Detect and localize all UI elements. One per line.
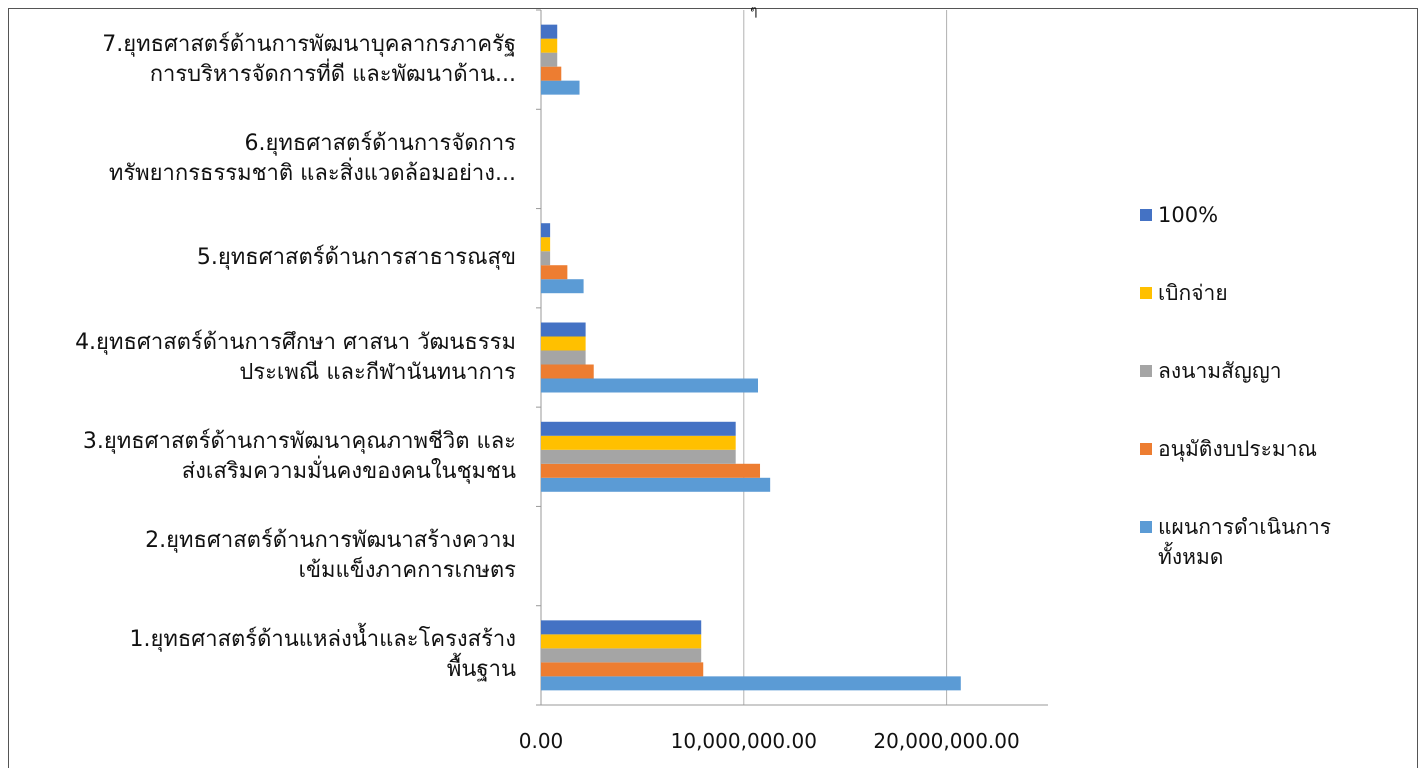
- bar: [541, 435, 736, 450]
- bar: [541, 634, 702, 649]
- bar: [541, 237, 551, 252]
- legend-swatch: [1140, 443, 1152, 455]
- category-label: 7.ยุทธศาสตร์ด้านการพัฒนาบุคลากรภาครัฐ กา…: [102, 31, 516, 87]
- category-label: 2.ยุทธศาสตร์ด้านการพัฒนาสร้างความ เข้มแข…: [145, 528, 516, 584]
- bar: [541, 80, 580, 95]
- x-tick-label: 10,000,000.00: [671, 729, 817, 753]
- legend-swatch: [1140, 209, 1152, 221]
- bar: [541, 477, 771, 492]
- bar: [541, 52, 558, 67]
- bar: [541, 662, 704, 677]
- legend-swatch: [1140, 287, 1152, 299]
- bar: [541, 620, 702, 635]
- x-tick-label: 20,000,000.00: [873, 729, 1019, 753]
- legend-item: เบิกจ่าย: [1140, 278, 1228, 308]
- bar: [541, 676, 961, 691]
- category-label: 4.ยุทธศาสตร์ด้านการศึกษา ศาสนา วัฒนธรรม …: [75, 329, 516, 385]
- legend-item: แผนการดำเนินการ ทั้งหมด: [1140, 512, 1331, 572]
- legend-label: 100%: [1158, 203, 1219, 227]
- legend-label: ลงนามสัญญา: [1158, 359, 1282, 383]
- category-label: 6.ยุทธศาสตร์ด้านการจัดการ ทรัพยากรธรรมชา…: [108, 130, 516, 186]
- legend-label: แผนการดำเนินการ ทั้งหมด: [1158, 515, 1332, 569]
- legend-item: ลงนามสัญญา: [1140, 356, 1282, 386]
- legend-item: อนุมัติงบประมาณ: [1140, 434, 1317, 464]
- bar: [541, 251, 551, 266]
- bar: [541, 322, 586, 337]
- x-tick-label: 0.00: [519, 729, 564, 753]
- bar: [541, 336, 586, 351]
- bar: [541, 279, 584, 294]
- bar: [541, 449, 736, 464]
- bar: [541, 364, 594, 379]
- bar: [541, 421, 736, 436]
- bar: [541, 223, 551, 238]
- bar: [541, 265, 568, 280]
- bar: [541, 350, 586, 365]
- bar: [541, 648, 702, 663]
- bar: [541, 66, 562, 81]
- legend-item: 100%: [1140, 200, 1218, 230]
- bar: [541, 378, 758, 393]
- legend-swatch: [1140, 521, 1152, 533]
- legend-label: อนุมัติงบประมาณ: [1158, 437, 1318, 461]
- category-label: 1.ยุทธศาสตร์ด้านแหล่งน้ำและโครงสร้าง พื้…: [129, 627, 516, 683]
- chart-frame: [8, 8, 1418, 768]
- legend-swatch: [1140, 365, 1152, 377]
- bar: [541, 24, 558, 39]
- bar: [541, 463, 761, 478]
- top-mark: ๆ: [750, 3, 758, 19]
- bar: [541, 38, 558, 53]
- legend-label: เบิกจ่าย: [1158, 281, 1228, 305]
- category-label: 5.ยุทธศาสตร์ด้านการสาธารณสุข: [196, 245, 516, 271]
- category-label: 3.ยุทธศาสตร์ด้านการพัฒนาคุณภาพชีวิต และ …: [82, 428, 516, 484]
